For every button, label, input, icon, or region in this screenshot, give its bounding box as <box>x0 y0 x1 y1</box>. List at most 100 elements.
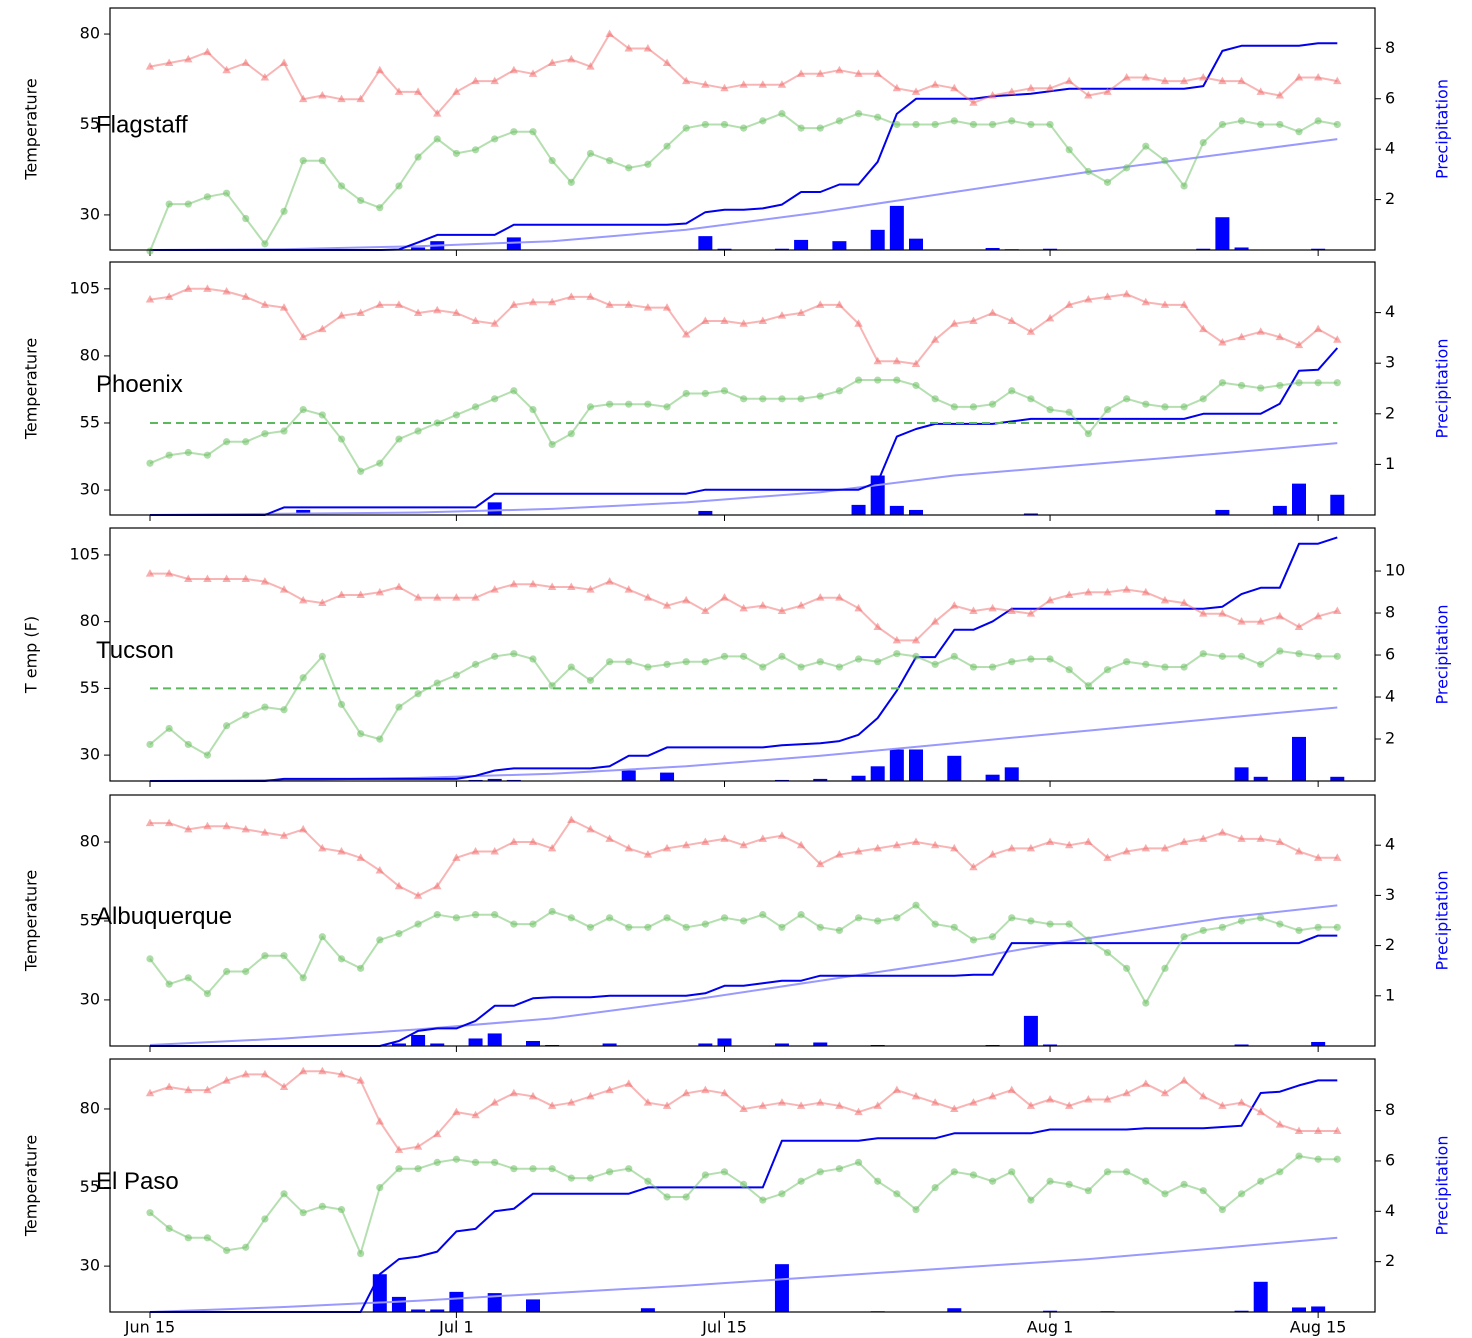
max-temp-marker <box>682 329 691 338</box>
min-temp-marker <box>567 178 575 186</box>
max-temp-marker <box>1294 1126 1304 1134</box>
max-temp-marker <box>1313 853 1323 861</box>
min-temp-marker <box>759 117 767 125</box>
min-temp-marker <box>1333 379 1341 387</box>
min-temp-marker <box>720 652 729 660</box>
min-temp-marker <box>740 1180 748 1188</box>
precip-bar <box>1043 1310 1058 1312</box>
min-temp-marker <box>586 149 595 158</box>
y-tick-label: 55 <box>80 1177 100 1196</box>
max-temp-marker <box>1237 1098 1246 1106</box>
min-temp-marker <box>529 920 537 928</box>
min-temp-marker <box>835 117 844 125</box>
max-temp-marker <box>413 1142 423 1150</box>
precip-bar <box>794 239 809 250</box>
max-temp-marker <box>1065 76 1074 85</box>
y-tick-label: 80 <box>80 345 100 364</box>
max-temp-marker <box>605 577 614 585</box>
y2-axis-label: Precipitation <box>1433 870 1452 970</box>
min-temp-marker <box>337 700 346 709</box>
max-temp-marker <box>471 1110 480 1119</box>
axes-frame <box>109 794 1376 1047</box>
max-temp-marker <box>471 847 480 855</box>
min-temp-marker <box>835 663 844 671</box>
precip-bar <box>1023 513 1038 515</box>
precip-bar <box>870 766 885 781</box>
max-temp-marker <box>1026 83 1036 92</box>
max-temp-marker <box>1294 340 1304 349</box>
max-temp-marker <box>1065 1101 1074 1109</box>
min-temp-marker <box>1103 178 1112 186</box>
min-temp-marker <box>989 663 997 671</box>
max-temp-marker <box>471 76 480 85</box>
max-temp-marker <box>1007 843 1016 852</box>
min-temp-marker <box>318 933 326 941</box>
min-temp-marker <box>280 427 288 435</box>
min-temp-marker <box>1257 660 1265 668</box>
min-temp-marker <box>510 920 518 928</box>
max-temp-marker <box>241 824 250 833</box>
max-temp-marker <box>567 54 576 63</box>
min-temp-marker <box>720 120 729 129</box>
y2-axis-label: Precipitation <box>1433 79 1452 179</box>
max-temp-marker <box>854 69 863 77</box>
precip-bar <box>1311 248 1326 250</box>
min-temp-marker <box>682 124 690 132</box>
max-temp-marker <box>184 574 193 582</box>
max-temp-marker <box>490 1098 499 1106</box>
min-temp-marker <box>261 1215 269 1223</box>
precip-bar <box>1330 494 1345 515</box>
max-temp-marker <box>299 332 308 341</box>
max-temp-marker <box>662 58 672 66</box>
max-temp-marker <box>1218 337 1227 346</box>
precip-bar <box>1043 1044 1058 1046</box>
max-temp-marker <box>720 1088 729 1097</box>
max-temp-marker <box>1275 837 1285 846</box>
max-temp-marker <box>873 622 882 631</box>
min-temp-marker <box>1218 1205 1226 1214</box>
max-temp-marker <box>509 65 519 74</box>
max-temp-marker <box>950 1104 959 1112</box>
max-temp-marker <box>758 316 767 325</box>
min-temp-marker <box>548 440 556 449</box>
max-temp-marker <box>1084 587 1093 596</box>
max-temp-marker <box>1199 1091 1208 1100</box>
max-temp-marker <box>892 356 902 365</box>
x-tick-label: Jul 15 <box>701 1318 747 1337</box>
max-temp-marker <box>433 593 442 601</box>
min-temp-marker <box>950 117 958 125</box>
max-temp-marker <box>1275 1120 1285 1128</box>
max-temp-marker <box>1294 622 1304 631</box>
min-temp-marker <box>701 389 709 398</box>
y2-tick-label: 6 <box>1385 1150 1395 1169</box>
min-temp-marker <box>778 923 786 931</box>
min-temp-marker <box>1084 430 1092 438</box>
precip-bar <box>1253 1281 1268 1312</box>
max-temp-marker <box>1333 76 1342 85</box>
max-temp-marker <box>777 1098 787 1106</box>
max-temp-marker <box>816 1098 825 1106</box>
max-temp-marker <box>643 1098 653 1106</box>
max-temp-marker <box>1103 1095 1112 1103</box>
min-temp-marker <box>931 1183 939 1192</box>
min-temp-marker <box>1123 164 1131 172</box>
min-temp-marker <box>318 157 326 165</box>
min-temp-marker <box>912 652 920 660</box>
min-temp-marker <box>1237 117 1246 125</box>
max-temp-marker <box>969 316 978 325</box>
max-temp-marker <box>509 1088 519 1097</box>
min-temp-marker <box>529 655 537 663</box>
min-temp-marker <box>625 923 633 931</box>
max-temp-marker <box>528 837 538 846</box>
min-temp-marker <box>242 438 250 446</box>
y2-tick-label: 2 <box>1385 1251 1395 1270</box>
min-temp-marker <box>280 207 288 215</box>
max-temp-marker <box>509 579 519 588</box>
max-temp-marker <box>356 853 365 861</box>
min-temp-marker <box>854 914 863 922</box>
y2-tick-label: 3 <box>1385 353 1395 372</box>
precip-bar <box>1215 509 1230 515</box>
max-temp-marker <box>279 58 289 66</box>
max-temp-marker <box>547 1101 557 1109</box>
